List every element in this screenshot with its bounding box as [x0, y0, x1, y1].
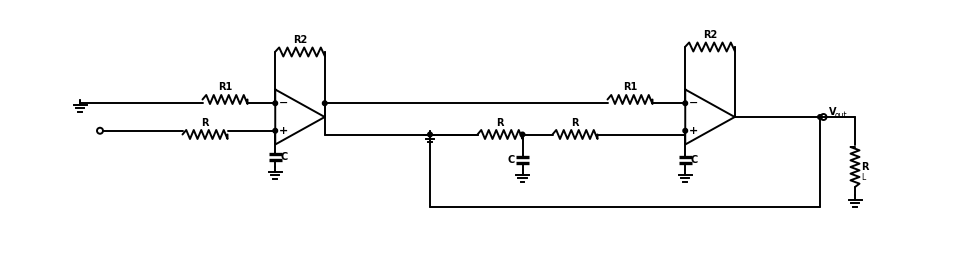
Text: R: R	[201, 117, 209, 128]
Circle shape	[683, 128, 688, 133]
Text: out: out	[835, 112, 848, 121]
Circle shape	[683, 101, 688, 106]
Circle shape	[520, 132, 525, 137]
Text: −: −	[689, 98, 699, 108]
Text: R1: R1	[218, 83, 232, 92]
Text: −: −	[279, 98, 289, 108]
Text: C: C	[691, 155, 698, 165]
Text: R: R	[496, 117, 504, 128]
Text: L: L	[861, 172, 865, 182]
Circle shape	[273, 128, 277, 133]
Text: R1: R1	[623, 83, 637, 92]
Text: R: R	[571, 117, 579, 128]
Circle shape	[427, 132, 432, 137]
Circle shape	[273, 101, 277, 106]
Text: C: C	[508, 155, 514, 165]
Circle shape	[322, 101, 327, 106]
Text: C: C	[280, 152, 288, 162]
Text: R2: R2	[703, 30, 717, 40]
Text: +: +	[689, 126, 699, 136]
Text: R: R	[861, 162, 868, 172]
Text: V: V	[829, 107, 837, 117]
Text: +: +	[279, 126, 288, 136]
Text: R2: R2	[293, 35, 307, 45]
Circle shape	[817, 115, 822, 119]
